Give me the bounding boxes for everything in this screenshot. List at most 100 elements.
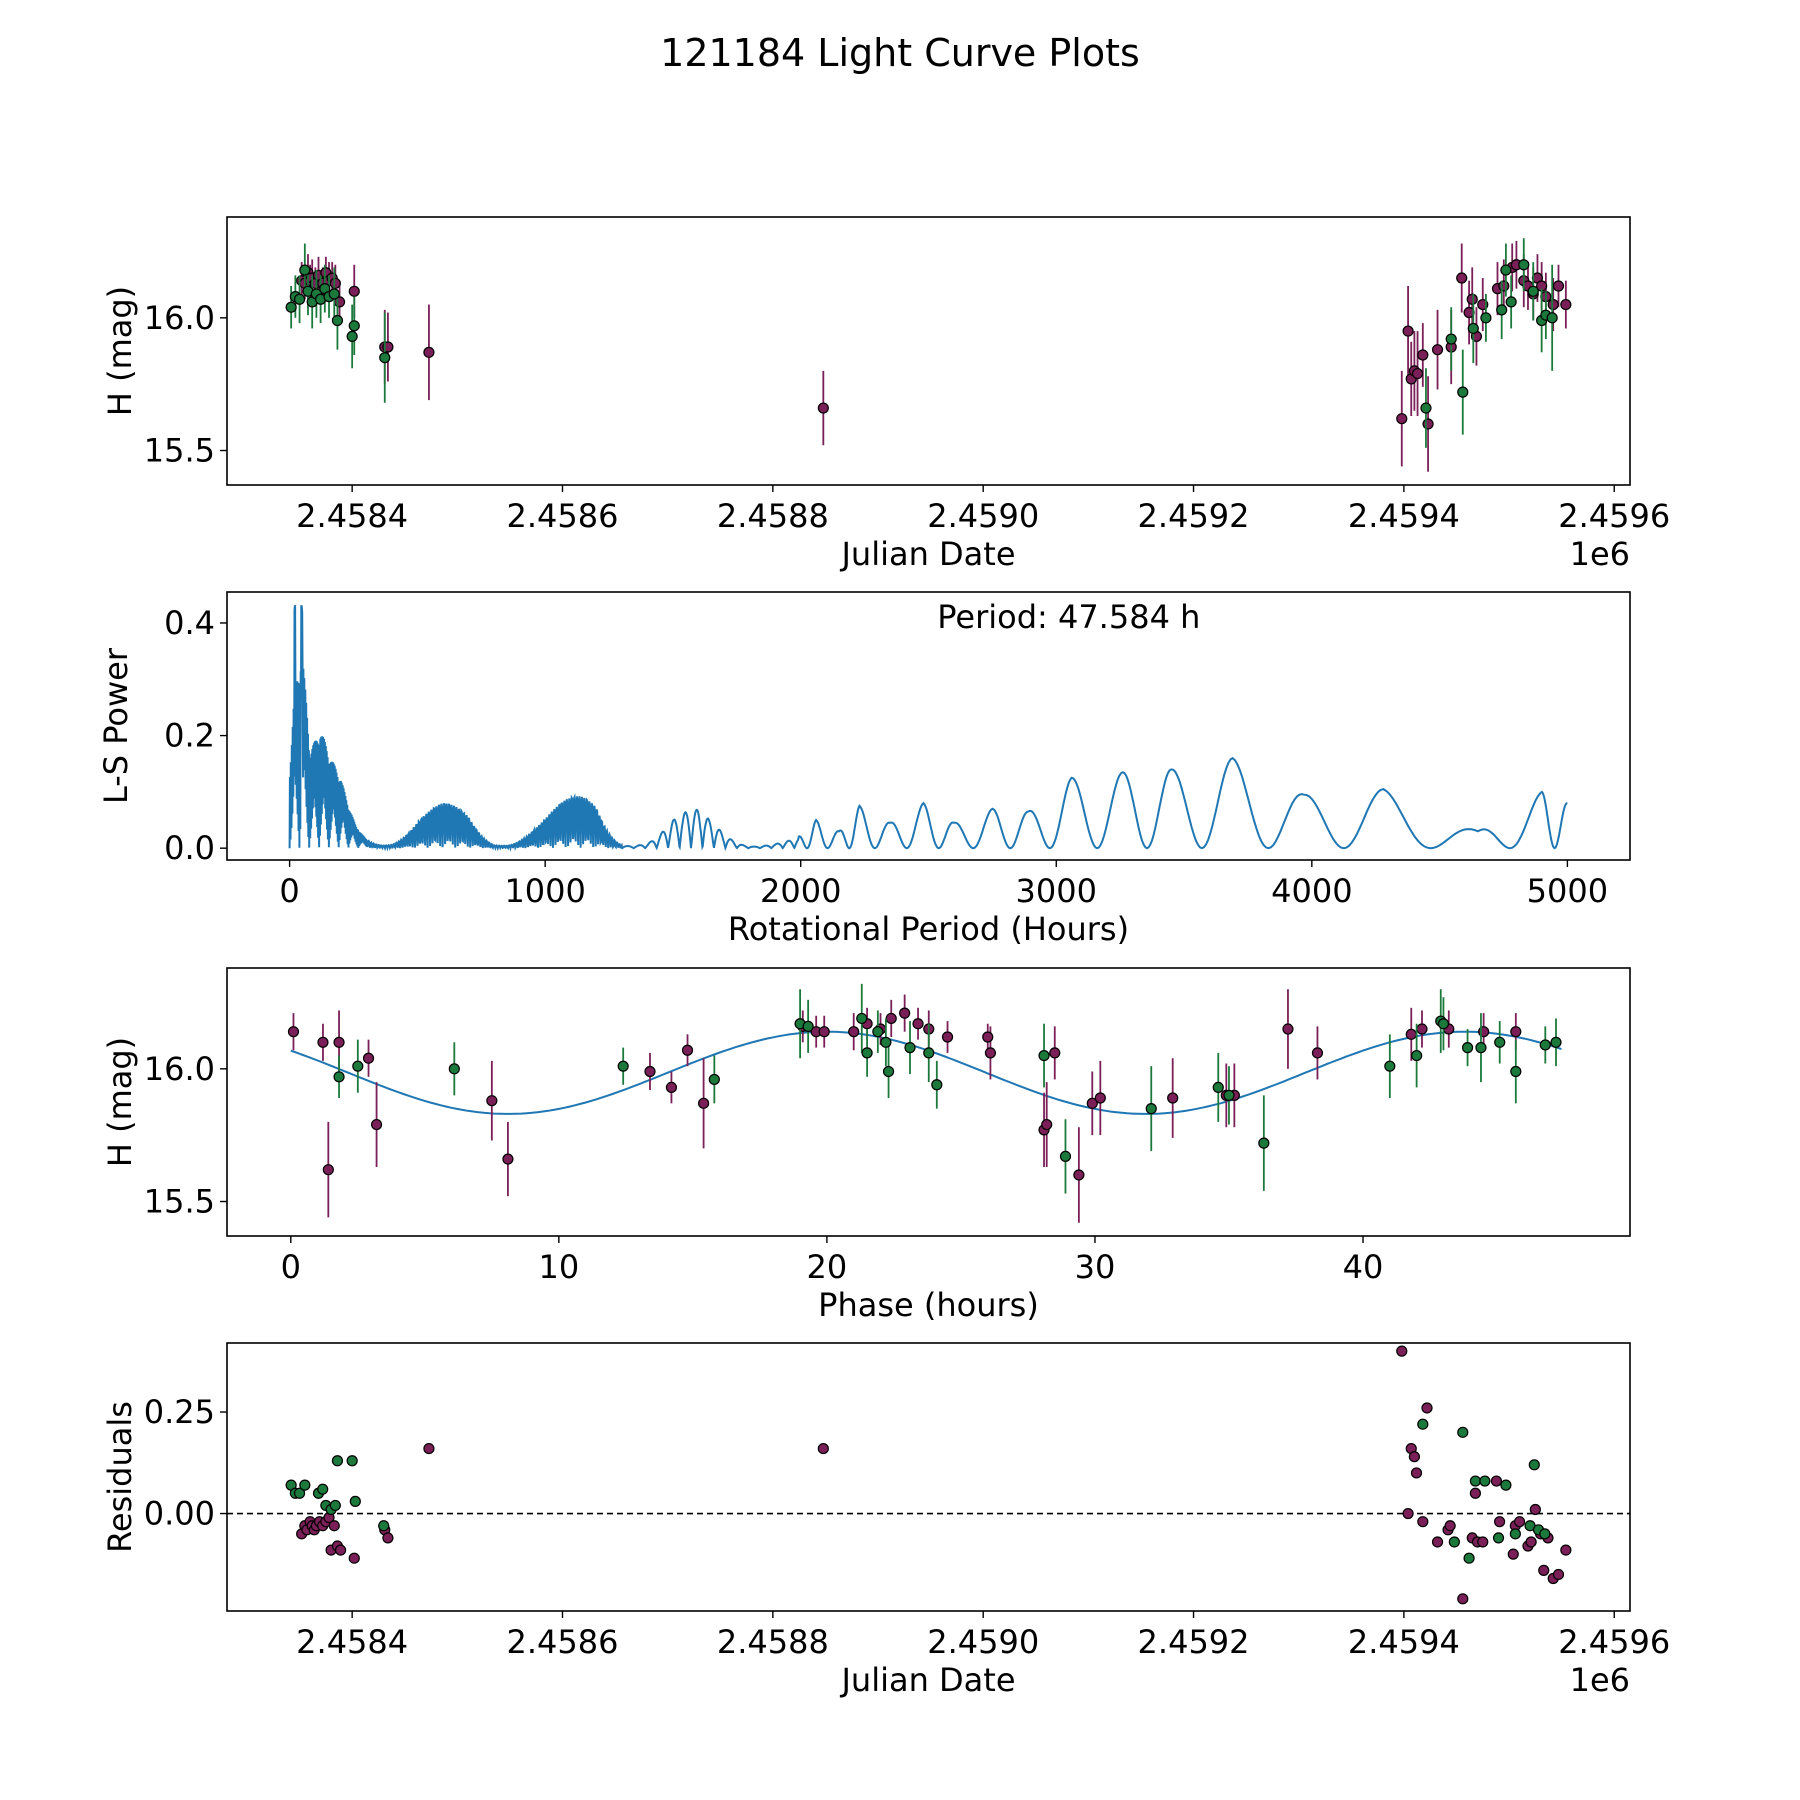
- data-point: [1086, 1097, 1098, 1109]
- data-point: [1513, 1516, 1526, 1528]
- x-axis-label: Julian Date: [839, 1661, 1015, 1699]
- x-tick-label: 10: [538, 1248, 579, 1286]
- y-axis-label: Residuals: [101, 1401, 139, 1553]
- x-tick-label: 2.4594: [1348, 1623, 1460, 1661]
- data-point: [856, 1012, 868, 1025]
- data-point: [299, 1479, 311, 1491]
- data-point: [1525, 1536, 1537, 1548]
- data-point: [1456, 272, 1468, 284]
- data-point: [817, 1442, 829, 1455]
- data-point: [382, 1532, 394, 1544]
- data-point: [317, 1483, 329, 1495]
- data-point: [1467, 322, 1479, 335]
- y-tick-label: 15.5: [144, 432, 215, 470]
- data-point: [984, 1047, 997, 1059]
- data-point: [1498, 280, 1510, 292]
- data-point: [1490, 1475, 1503, 1487]
- data-point: [1421, 1402, 1433, 1414]
- data-point: [322, 1164, 334, 1176]
- data-point: [1431, 344, 1444, 356]
- data-point: [329, 277, 341, 289]
- data-point: [882, 1065, 895, 1078]
- x-tick-label: 2.4586: [507, 1623, 619, 1661]
- data-point: [1258, 1137, 1270, 1149]
- data-point: [1402, 1507, 1414, 1520]
- data-point: [1507, 1548, 1519, 1560]
- data-point: [848, 1026, 860, 1038]
- data-point: [904, 1042, 916, 1054]
- data-point: [1505, 296, 1517, 308]
- x-tick-label: 4000: [1271, 872, 1352, 910]
- data-point: [1410, 1467, 1423, 1479]
- data-point: [1492, 1532, 1505, 1544]
- data-point: [681, 1044, 694, 1056]
- data-point: [617, 1060, 629, 1072]
- data-point: [299, 264, 311, 276]
- y-tick-label: 0.0: [164, 829, 215, 867]
- y-tick-label: 0.25: [144, 1393, 215, 1431]
- data-point: [1049, 1047, 1061, 1059]
- data-point: [348, 320, 360, 332]
- data-point: [1417, 1516, 1429, 1528]
- data-point: [423, 346, 435, 358]
- data-point: [1041, 1118, 1053, 1131]
- x-tick-label: 1000: [504, 872, 585, 910]
- data-point: [1396, 413, 1408, 425]
- data-point: [346, 1455, 358, 1467]
- x-tick-label: 20: [807, 1248, 848, 1286]
- x-tick-label: 0: [281, 1248, 301, 1286]
- data-point: [1510, 1026, 1522, 1038]
- data-point: [1538, 1564, 1550, 1576]
- data-point: [1509, 1528, 1521, 1540]
- data-point: [348, 285, 360, 297]
- x-tick-label: 2.4596: [1558, 497, 1670, 535]
- data-point: [802, 1020, 814, 1032]
- x-tick-label: 2.4590: [927, 497, 1039, 535]
- data-point: [1500, 264, 1512, 276]
- data-point: [502, 1153, 514, 1165]
- data-point: [1282, 1023, 1294, 1035]
- x-tick-label: 2.4590: [927, 1623, 1039, 1661]
- data-point: [1550, 1036, 1562, 1048]
- x-tick-label: 5000: [1527, 872, 1608, 910]
- data-point: [885, 1012, 897, 1025]
- data-point: [708, 1073, 720, 1086]
- data-point: [1411, 1049, 1423, 1062]
- x-tick-label: 2.4596: [1558, 1623, 1670, 1661]
- data-point: [331, 314, 344, 327]
- data-point: [1469, 1475, 1481, 1487]
- periodogram-line: [288, 605, 1568, 852]
- data-point: [1552, 1568, 1565, 1581]
- data-point: [362, 1052, 375, 1064]
- x-axis-label: Julian Date: [839, 535, 1015, 573]
- x-tick-label: 30: [1075, 1248, 1116, 1286]
- axes-frame: [226, 216, 1631, 486]
- data-point: [1402, 325, 1414, 337]
- data-point: [1528, 1459, 1540, 1471]
- data-point: [348, 1552, 360, 1564]
- data-point: [352, 1060, 364, 1072]
- data-point: [1527, 285, 1539, 297]
- data-point: [346, 330, 358, 343]
- data-point: [285, 301, 297, 313]
- data-point: [1411, 367, 1424, 380]
- x-tick-label: 2.4584: [296, 1623, 408, 1661]
- data-point: [1416, 1023, 1428, 1035]
- data-point: [644, 1065, 656, 1078]
- lightcurve-panel: 2.4584 2.4586 2.4588 2.4590 2.4592 2.4594 2.45…: [101, 216, 1670, 573]
- data-point: [861, 1047, 873, 1059]
- data-point: [1384, 1060, 1396, 1072]
- data-point: [1405, 1028, 1417, 1040]
- data-point: [328, 1520, 340, 1532]
- x-offset-label: 1e6: [1570, 535, 1630, 573]
- data-point: [333, 1036, 345, 1048]
- data-point: [1457, 386, 1469, 398]
- data-point: [287, 1026, 300, 1038]
- y-tick-label: 16.0: [144, 299, 215, 337]
- data-point: [1212, 1081, 1224, 1094]
- axes-frame: [226, 967, 1631, 1237]
- data-point: [1547, 298, 1559, 311]
- x-tick-label: 2.4592: [1138, 1623, 1250, 1661]
- data-point: [1475, 1042, 1487, 1054]
- data-point: [486, 1095, 498, 1107]
